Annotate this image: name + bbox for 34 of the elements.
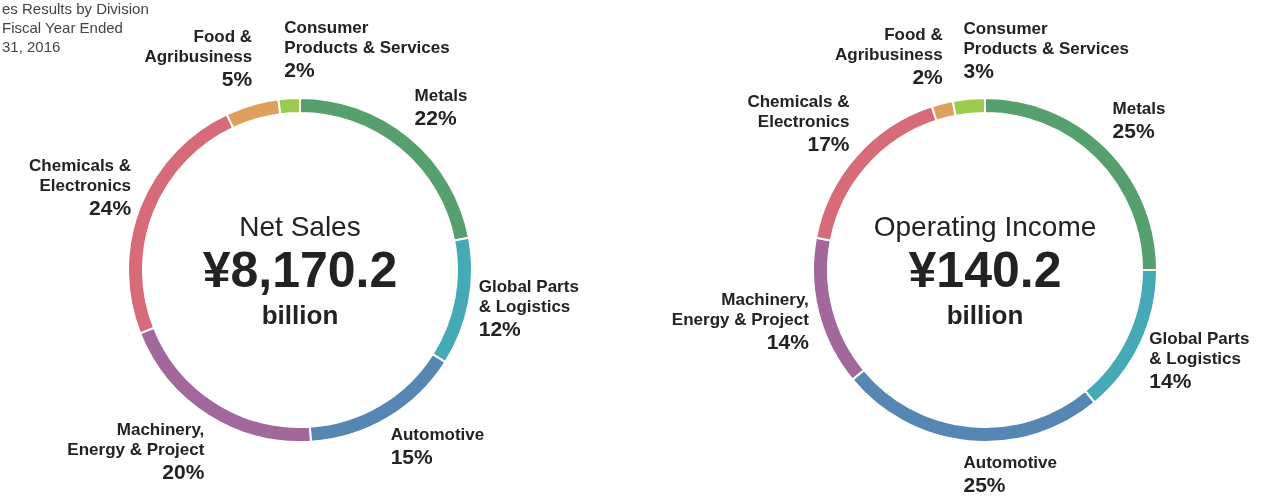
- data-label: 25%: [1112, 118, 1155, 142]
- data-label: 14%: [766, 330, 810, 354]
- slice-label: Chemicals & Electronics: [747, 91, 850, 131]
- text: Operating Income: [873, 211, 1097, 242]
- data-label: 22%: [414, 105, 457, 129]
- data-label: 17%: [807, 131, 850, 155]
- slice-label: Chemicals & Electronics: [29, 155, 132, 195]
- text: Net Sales: [239, 211, 361, 242]
- data-label: 2%: [912, 64, 944, 88]
- text: billion: [946, 300, 1024, 330]
- data-label: 12%: [478, 316, 522, 340]
- data-label: 3%: [963, 58, 995, 82]
- slice-label: Global Parts & Logistics: [1149, 328, 1250, 368]
- data-label: 25%: [963, 473, 1006, 496]
- slice-label: Machinery, Energy & Project: [671, 290, 810, 330]
- data-label: 24%: [89, 195, 132, 219]
- slice-label: Food & Agribusiness: [835, 24, 943, 64]
- slice-label: Food & Agribusiness: [144, 26, 253, 66]
- data-label: 2%: [284, 58, 315, 82]
- slice-label: Consumer Products & Services: [963, 18, 1129, 58]
- slice-label: Automotive: [390, 425, 485, 445]
- slice-label: Consumer Products & Services: [284, 18, 450, 58]
- slice-label: Metals: [414, 85, 468, 105]
- text: ¥8,170.2: [202, 242, 398, 298]
- slice-label: Global Parts & Logistics: [478, 276, 579, 316]
- data-label: 20%: [162, 460, 205, 484]
- text: ¥140.2: [908, 242, 1062, 298]
- data-label: 14%: [1149, 368, 1192, 392]
- slice-label: Machinery, Energy & Project: [67, 420, 205, 460]
- slice-label: Automotive: [963, 453, 1057, 473]
- data-label: 5%: [221, 66, 253, 90]
- text: billion: [261, 300, 339, 330]
- slice-label: Metals: [1112, 98, 1166, 118]
- data-label: 15%: [390, 445, 434, 469]
